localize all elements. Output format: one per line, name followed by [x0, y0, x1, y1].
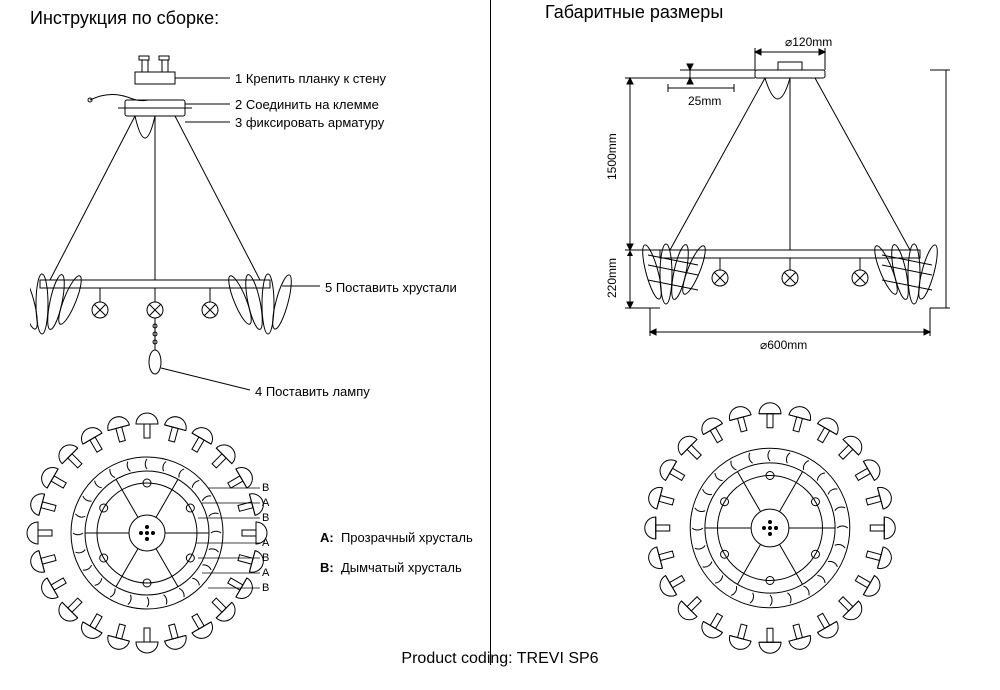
legend-a: A: Прозрачный хрусталь: [320, 530, 473, 545]
dimensions-bottom-view: [640, 398, 900, 658]
step-3-label: 3 фиксировать арматуру: [235, 115, 384, 130]
step-5-label: 5 Поставить хрустали: [325, 280, 457, 295]
svg-text:A: A: [262, 497, 270, 509]
dim-220: 220mm: [605, 258, 619, 298]
legend-b: B: Дымчатый хрусталь: [320, 560, 462, 575]
svg-text:B: B: [262, 552, 269, 564]
svg-text:A: A: [262, 567, 270, 579]
dimensions-side-view: [540, 40, 990, 380]
step-4-label: 4 Поставить лампу: [255, 384, 370, 399]
vertical-divider: [490, 0, 491, 665]
svg-text:B: B: [262, 582, 269, 594]
legend-a-text: Прозрачный хрусталь: [341, 530, 473, 545]
svg-text:B: B: [262, 512, 269, 524]
dim-25: 25mm: [688, 94, 721, 108]
dim-1500: 1500mm: [605, 133, 619, 180]
step-2-label: 2 Соединить на клемме: [235, 97, 379, 112]
legend-a-key: A:: [320, 530, 334, 545]
step-1-label: 1 Крепить планку к стену: [235, 71, 386, 86]
svg-text:A: A: [262, 537, 270, 549]
svg-text:B: B: [262, 482, 269, 494]
legend-b-text: Дымчатый хрусталь: [341, 560, 462, 575]
left-title: Инструкция по сборке:: [30, 8, 219, 29]
product-code: Product coding: TREVI SP6: [401, 650, 598, 668]
dim-600: ⌀600mm: [760, 338, 807, 352]
ab-pointers: B A B A B A B: [140, 408, 320, 658]
dim-120: ⌀120mm: [785, 35, 832, 49]
right-title: Габаритные размеры: [545, 2, 723, 23]
legend-b-key: B:: [320, 560, 334, 575]
